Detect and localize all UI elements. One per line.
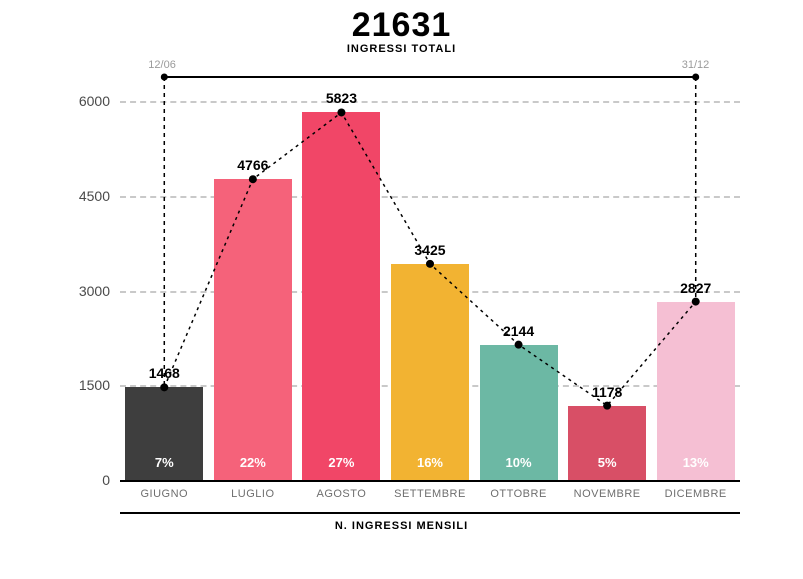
y-tick-label: 3000 xyxy=(79,283,120,299)
category-label: GIUGNO xyxy=(125,480,203,500)
bar-value-label: 4766 xyxy=(214,157,292,173)
category-label: OTTOBRE xyxy=(480,480,558,500)
bar-value-label: 1178 xyxy=(568,384,646,400)
chart-container: 21631 INGRESSI TOTALI 12/06 31/12 0 1500 3… xyxy=(0,0,803,579)
bar-value-label: 5823 xyxy=(302,90,380,106)
y-tick-label: 6000 xyxy=(79,93,120,109)
category-label: AGOSTO xyxy=(302,480,380,500)
total-value: 21631 xyxy=(0,6,803,45)
bottom-title: N. INGRESSI MENSILI xyxy=(0,520,803,532)
bar: 282713% xyxy=(657,302,735,480)
bar-group: 214410%OTTOBRE xyxy=(480,95,558,480)
bar-group: 14687%GIUGNO xyxy=(125,95,203,480)
date-range-start: 12/06 xyxy=(148,59,176,71)
bottom-rule xyxy=(120,512,740,514)
bar-group: 342516%SETTEMBRE xyxy=(391,95,469,480)
plot-area: 0150030004500600014687%GIUGNO476622%LUGL… xyxy=(120,95,740,480)
category-label: NOVEMBRE xyxy=(568,480,646,500)
bar-group: 11785%NOVEMBRE xyxy=(568,95,646,480)
bar-percent-label: 22% xyxy=(214,455,292,470)
bar-group: 582327%AGOSTO xyxy=(302,95,380,480)
bar: 11785% xyxy=(568,406,646,480)
bar: 582327% xyxy=(302,112,380,480)
bar: 14687% xyxy=(125,387,203,480)
bar-value-label: 1468 xyxy=(125,365,203,381)
date-range-end: 31/12 xyxy=(682,59,710,71)
bar-percent-label: 7% xyxy=(125,455,203,470)
bar-value-label: 2827 xyxy=(657,280,735,296)
bar-percent-label: 10% xyxy=(480,455,558,470)
category-label: SETTEMBRE xyxy=(391,480,469,500)
bar: 476622% xyxy=(214,179,292,480)
bar-percent-label: 27% xyxy=(302,455,380,470)
bar: 214410% xyxy=(480,345,558,480)
y-tick-label: 4500 xyxy=(79,188,120,204)
y-tick-label: 0 xyxy=(102,472,120,488)
total-subtitle: INGRESSI TOTALI xyxy=(0,43,803,55)
title-block: 21631 INGRESSI TOTALI xyxy=(0,6,803,55)
bar-percent-label: 13% xyxy=(657,455,735,470)
bar-percent-label: 16% xyxy=(391,455,469,470)
y-tick-label: 1500 xyxy=(79,377,120,393)
bar-value-label: 2144 xyxy=(480,323,558,339)
bar-group: 476622%LUGLIO xyxy=(214,95,292,480)
bar-group: 282713%DICEMBRE xyxy=(657,95,735,480)
category-label: DICEMBRE xyxy=(657,480,735,500)
bar-percent-label: 5% xyxy=(568,455,646,470)
bar: 342516% xyxy=(391,264,469,480)
category-label: LUGLIO xyxy=(214,480,292,500)
bar-value-label: 3425 xyxy=(391,242,469,258)
